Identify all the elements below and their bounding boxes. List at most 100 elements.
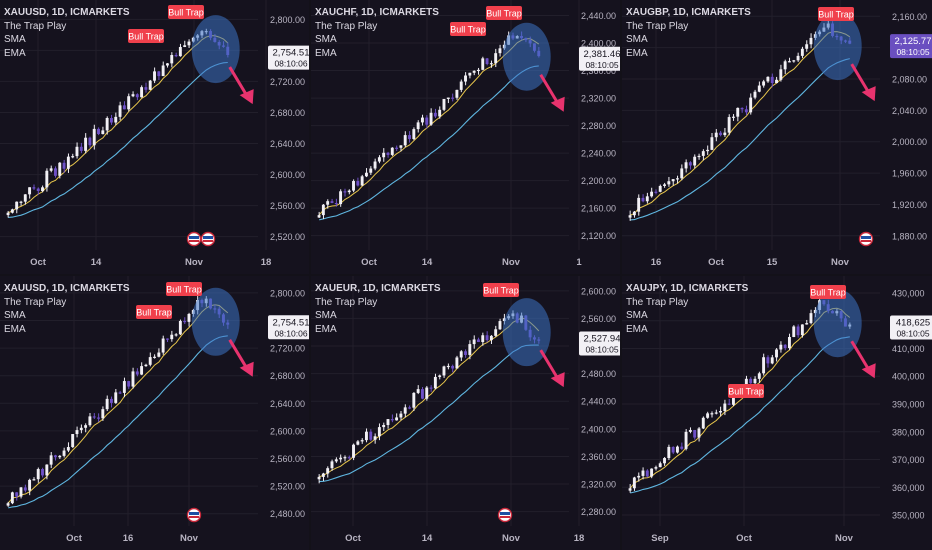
indicator-label[interactable]: EMA — [4, 47, 26, 59]
candle — [135, 94, 139, 98]
candle — [416, 122, 420, 130]
candle — [697, 155, 701, 158]
candle — [153, 356, 156, 358]
candle — [706, 413, 710, 418]
last-price-label: 2,527.94 — [584, 334, 620, 345]
indicator-label[interactable]: EMA — [626, 47, 648, 59]
candle — [438, 375, 442, 377]
candle — [779, 69, 783, 80]
countdown-label: 08:10:05 — [896, 329, 929, 339]
x-tick-label: Nov — [831, 257, 850, 268]
candle — [719, 132, 722, 136]
candle — [446, 365, 450, 368]
chart-legend: XAUJPY, 1D, ICMARKETS The Trap Play SMA EMA — [626, 282, 748, 336]
down-arrow-head — [861, 363, 876, 379]
candle — [41, 469, 44, 476]
y-tick-label: 2,800.00 — [270, 288, 305, 298]
candle — [723, 132, 727, 136]
candle — [373, 161, 377, 169]
candle — [326, 468, 330, 474]
candle — [105, 398, 109, 410]
chart-panel[interactable]: 2,800.002,760.002,720.002,680.002,640.00… — [0, 276, 309, 550]
candle — [459, 351, 463, 358]
y-tick-label: 2,560.00 — [270, 454, 305, 464]
indicator-label[interactable]: EMA — [315, 47, 337, 59]
chart-panel[interactable]: 2,160.002,120.002,080.002,040.002,000.00… — [622, 0, 932, 274]
indicator-label[interactable]: The Trap Play — [4, 296, 67, 308]
indicator-label[interactable]: The Trap Play — [315, 20, 378, 32]
candle — [369, 168, 373, 173]
candle — [723, 403, 727, 411]
candle — [347, 457, 351, 459]
symbol-title[interactable]: XAUCHF, 1D, ICMARKETS — [315, 7, 439, 18]
y-tick-label: 2,000.00 — [892, 137, 927, 147]
indicator-label[interactable]: SMA — [4, 34, 26, 45]
indicator-label[interactable]: The Trap Play — [626, 296, 689, 308]
symbol-title[interactable]: XAUUSD, 1D, ICMARKETS — [4, 283, 130, 294]
candle — [36, 469, 40, 480]
bull-trap-label-bg — [450, 22, 486, 36]
down-arrow-head — [550, 372, 565, 388]
chart-panel[interactable]: 430,000420,000410,000400,000390,000380,0… — [622, 276, 932, 550]
candle — [632, 211, 636, 216]
indicator-label[interactable]: SMA — [4, 310, 26, 321]
y-tick-label: 2,400.00 — [581, 39, 616, 49]
symbol-title[interactable]: XAUJPY, 1D, ICMARKETS — [626, 283, 749, 294]
indicator-label[interactable]: SMA — [315, 310, 337, 321]
candle — [775, 79, 778, 83]
indicator-label[interactable]: EMA — [315, 323, 337, 335]
chart-panel[interactable]: 2,440.00 2,400.00 2,360.00 2,320.00 2,280.00… — [311, 0, 620, 274]
candle — [62, 162, 66, 169]
candle — [187, 41, 191, 46]
trap-highlight-circle — [191, 287, 240, 356]
last-price-label: 2,125.77 — [895, 36, 932, 47]
candle — [455, 357, 459, 369]
candle — [688, 429, 692, 432]
candle — [403, 407, 407, 414]
bull-trap-label: Bull Trap — [818, 10, 854, 20]
candle — [356, 181, 360, 186]
chart-panel[interactable]: 2,600.002,560.002,520.002,480.002,440.00… — [311, 276, 620, 550]
candle — [476, 339, 480, 343]
candle — [740, 107, 744, 110]
y-tick-label: 2,720.00 — [270, 344, 305, 354]
candle — [395, 417, 399, 421]
candle — [675, 446, 679, 453]
candle — [317, 215, 321, 218]
candle — [416, 389, 420, 393]
candle — [399, 413, 403, 418]
chart-panel[interactable]: 2,800.002,760.002,720.002,680.002,640.00… — [0, 0, 309, 274]
x-tick-label: 14 — [422, 257, 433, 268]
candle — [32, 479, 36, 481]
symbol-title[interactable]: XAUUSD, 1D, ICMARKETS — [4, 7, 130, 18]
candle — [140, 87, 144, 98]
candle — [744, 109, 748, 113]
y-tick-label: 430,000 — [892, 288, 925, 298]
symbol-title[interactable]: XAUGBP, 1D, ICMARKETS — [626, 7, 751, 18]
candle — [326, 201, 330, 205]
down-arrow — [228, 339, 249, 371]
candle — [809, 37, 813, 45]
x-tick-label: 18 — [574, 533, 585, 544]
indicator-label[interactable]: EMA — [4, 323, 26, 335]
indicator-label[interactable]: EMA — [626, 323, 648, 335]
indicator-label[interactable]: The Trap Play — [626, 20, 689, 32]
trap-highlight-circle — [813, 12, 862, 81]
indicator-label[interactable]: SMA — [315, 34, 337, 45]
y-tick-label: 2,640.00 — [270, 139, 305, 149]
candle — [650, 191, 654, 197]
symbol-title[interactable]: XAUEUR, 1D, ICMARKETS — [315, 283, 441, 294]
last-price-label: 2,754.51 — [273, 317, 309, 328]
candle — [749, 97, 753, 113]
candle — [339, 191, 343, 205]
indicator-label[interactable]: The Trap Play — [315, 296, 378, 308]
candle — [628, 215, 632, 218]
indicator-label[interactable]: The Trap Play — [4, 20, 67, 32]
candle — [464, 75, 467, 82]
y-tick-label: 2,520.00 — [270, 482, 305, 492]
bull-trap-label: Bull Trap — [166, 285, 202, 295]
bull-trap-label: Bull Trap — [486, 9, 522, 19]
candle — [796, 326, 800, 336]
indicator-label[interactable]: SMA — [626, 310, 648, 321]
indicator-label[interactable]: SMA — [626, 34, 648, 45]
